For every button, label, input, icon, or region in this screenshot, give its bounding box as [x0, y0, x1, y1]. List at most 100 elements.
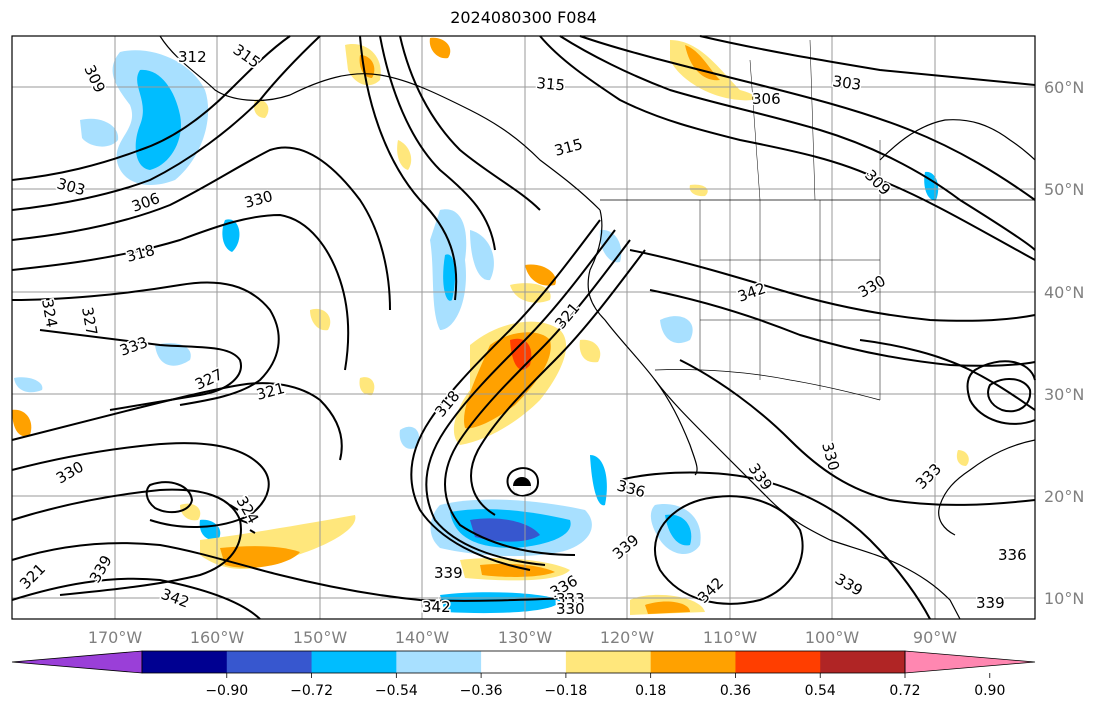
contour-line — [379, 35, 496, 251]
contour-line — [444, 239, 631, 556]
contour-line — [859, 339, 1036, 411]
longitude-labels: 170°W 160°W 150°W 140°W 130°W 120°W 110°… — [88, 628, 957, 647]
contour-line — [410, 219, 601, 571]
contour-label: 312 — [178, 48, 207, 66]
lat-label: 30°N — [1044, 385, 1084, 404]
negative-region — [440, 592, 560, 614]
colorbar-swatch — [481, 651, 567, 673]
lon-label: 110°W — [703, 628, 758, 647]
north-america-west-coast — [587, 209, 961, 620]
colorbar: −0.90 −0.72 −0.54 −0.36 −0.18 0.18 0.36 0.54 0.7… — [11, 650, 1036, 699]
contour-line — [987, 378, 1032, 413]
contour-line — [506, 467, 540, 497]
colorbar-swatch — [650, 651, 736, 673]
lon-label: 90°W — [913, 628, 957, 647]
contour-lines — [11, 35, 1036, 620]
contour-label: 339 — [976, 594, 1005, 612]
colorbar-swatch — [820, 651, 906, 673]
negative-region — [222, 219, 240, 252]
latitude-labels: 60°N 50°N 40°N 30°N 20°N 10°N — [1044, 78, 1084, 608]
colorbar-extension-high — [904, 650, 1036, 674]
contour-line — [649, 289, 1036, 367]
negative-region — [665, 514, 692, 546]
contour-label: 342 — [422, 598, 451, 616]
contour-label: 306 — [752, 90, 781, 108]
gulf-coast — [938, 439, 1036, 536]
lat-label: 50°N — [1044, 180, 1084, 199]
positive-region — [510, 338, 532, 370]
positive-region — [220, 546, 300, 568]
positive-region — [12, 409, 32, 437]
colorbar-swatch — [311, 651, 397, 673]
positive-region — [956, 450, 969, 466]
contour-line — [699, 35, 1036, 86]
contour-line — [559, 35, 1036, 251]
negative-region — [470, 518, 540, 542]
negative-region — [443, 254, 456, 301]
colorbar-tick-label: −0.90 — [205, 683, 248, 699]
baja-california — [654, 379, 698, 476]
colorbar-tick-label: −0.36 — [460, 683, 503, 699]
negative-region — [14, 377, 43, 393]
positive-region — [645, 601, 690, 614]
contour-line — [470, 249, 646, 516]
contour-line — [399, 35, 541, 211]
positive-region — [254, 99, 269, 118]
positive-region — [397, 140, 412, 170]
contour-line — [579, 35, 1036, 201]
colorbar-ticks: −0.90 −0.72 −0.54 −0.36 −0.18 0.18 0.36 0.54 0.7… — [205, 673, 1005, 699]
negative-region — [155, 343, 191, 366]
contour-line — [966, 360, 1036, 425]
positive-region — [180, 503, 201, 521]
contour-label: 315 — [536, 74, 566, 94]
tropical-cyclone-marker — [513, 477, 531, 495]
negative-region — [135, 69, 181, 170]
colorbar-swatch — [226, 651, 313, 673]
colorbar-swatch — [142, 651, 228, 673]
us-mexico-border — [654, 369, 881, 401]
contour-line — [679, 359, 1036, 506]
contour-label: 330 — [556, 600, 585, 618]
colorbar-tick-label: 0.90 — [974, 683, 1005, 699]
colorbar-swatch — [735, 651, 821, 673]
contour-line — [11, 35, 291, 181]
contour-line — [359, 35, 458, 301]
lon-label: 130°W — [498, 628, 553, 647]
alaska-coast — [159, 35, 601, 211]
lon-label: 100°W — [805, 628, 860, 647]
map-title: 2024080300 F084 — [450, 8, 597, 27]
colorbar-tick-label: 0.18 — [635, 683, 666, 699]
negative-region — [660, 316, 693, 344]
positive-region — [525, 264, 556, 286]
colorbar-tick-label: 0.72 — [889, 683, 920, 699]
contour-line — [11, 281, 280, 406]
contour-line — [619, 471, 931, 620]
positive-region — [359, 377, 375, 396]
negative-region — [599, 229, 622, 263]
negative-region — [470, 230, 494, 281]
contour-line — [11, 146, 391, 311]
graticule — [12, 36, 1035, 619]
negative-region — [590, 455, 607, 506]
lat-label: 60°N — [1044, 78, 1084, 97]
lon-label: 120°W — [600, 628, 655, 647]
contour-line — [11, 382, 343, 461]
positive-region — [689, 184, 708, 197]
contour-line — [11, 488, 242, 596]
contour-line — [11, 35, 321, 211]
contour-label: 333 — [556, 590, 585, 608]
colorbar-border — [141, 650, 906, 674]
state-borders — [699, 200, 881, 400]
contour-label: 339 — [434, 564, 463, 582]
contour-line — [11, 213, 350, 371]
contour-line — [11, 577, 261, 620]
colorbar-swatch — [565, 651, 652, 673]
colorbar-tick-label: 0.36 — [720, 683, 751, 699]
positive-region — [579, 339, 601, 363]
contour-line — [145, 481, 194, 514]
coastlines — [159, 35, 1036, 620]
colorbar-swatch — [396, 651, 482, 673]
colorbar-tick-label: −0.54 — [375, 683, 418, 699]
contour-line — [425, 229, 616, 566]
